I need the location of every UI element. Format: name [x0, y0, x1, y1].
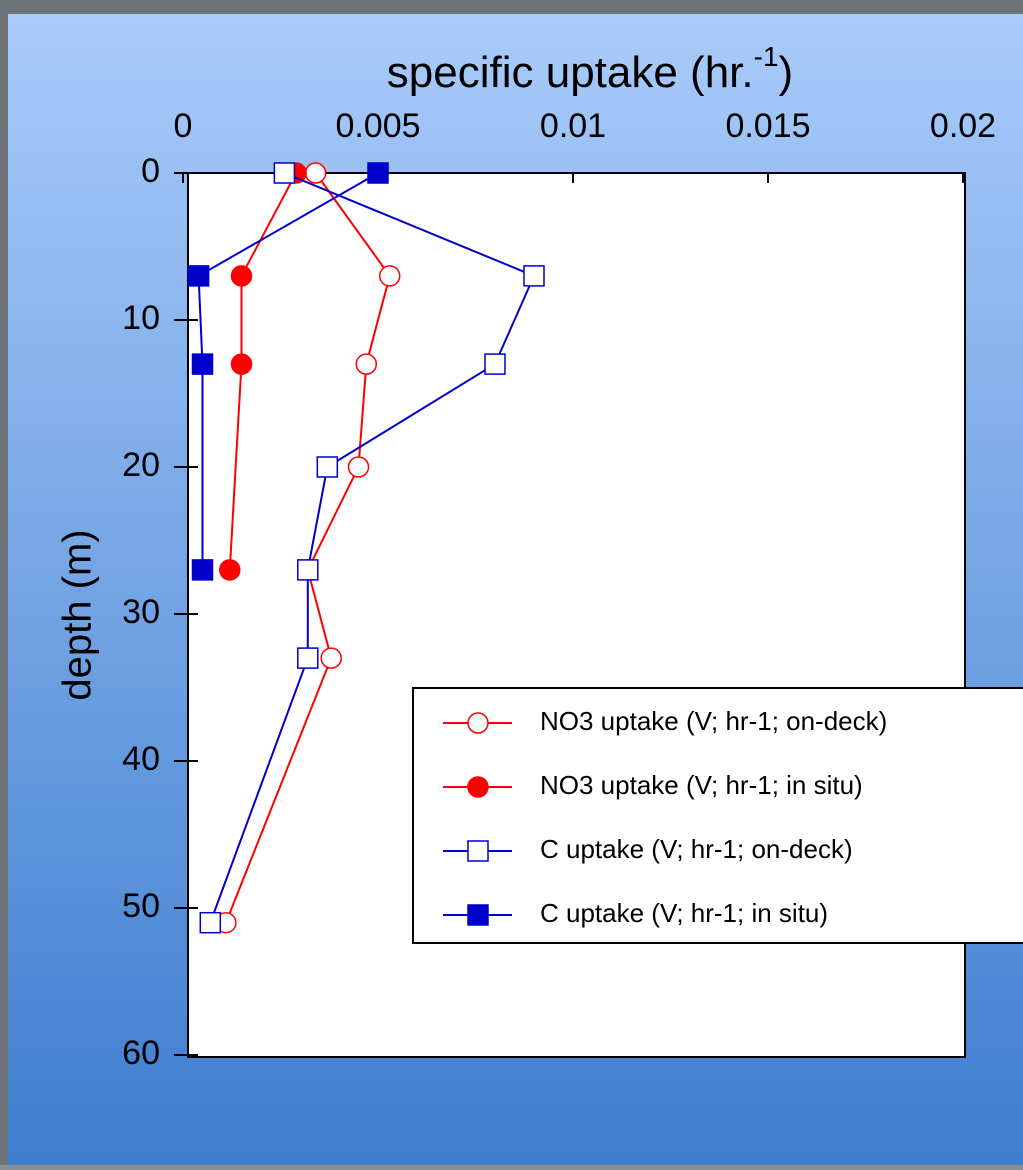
x-label-sup: -1	[754, 41, 779, 72]
series-line	[228, 172, 297, 570]
data-point	[347, 456, 370, 478]
x-tick-label: 0.005	[335, 107, 420, 145]
legend-label: NO3 uptake (V; hr-1; on-deck)	[540, 706, 887, 736]
data-point	[297, 559, 319, 581]
data-point	[523, 265, 545, 287]
y-tick-label: 50	[122, 887, 160, 925]
data-point	[191, 353, 214, 375]
data-point	[484, 353, 506, 375]
data-point	[230, 353, 253, 375]
data-point	[297, 647, 319, 669]
legend-marker	[467, 904, 489, 926]
x-axis-label: specific uptake (hr.-1)	[387, 41, 793, 96]
x-tick-label: 0	[174, 107, 193, 145]
x-tick-label: 0.01	[540, 107, 606, 145]
y-tick-label: 20	[122, 446, 160, 484]
data-point	[367, 162, 389, 184]
legend-label: C uptake (V; hr-1; on-deck)	[540, 834, 853, 864]
data-point	[219, 559, 241, 581]
data-point	[355, 353, 378, 375]
series-line	[197, 172, 379, 570]
x-label-main: specific uptake (hr.	[387, 48, 754, 97]
data-point	[230, 265, 253, 287]
data-point	[304, 162, 327, 184]
y-tick-label: 0	[141, 152, 160, 190]
x-tick-label: 0.02	[930, 107, 996, 145]
data-point	[378, 265, 401, 287]
data-point	[187, 265, 210, 287]
legend: NO3 uptake (V; hr-1; on-deck) NO3 uptake …	[412, 687, 1023, 944]
legend-marker	[467, 776, 489, 798]
legend-label: NO3 uptake (V; hr-1; in situ)	[540, 770, 863, 800]
y-axis-label: depth (m)	[56, 529, 100, 700]
y-tick-label: 10	[122, 299, 160, 337]
legend-box	[412, 687, 1023, 944]
legend-label: C uptake (V; hr-1; in situ)	[540, 898, 828, 928]
legend-marker	[467, 712, 489, 734]
data-point	[191, 559, 214, 581]
y-tick-label: 60	[122, 1034, 160, 1072]
x-label-end: )	[779, 48, 794, 97]
data-point	[316, 456, 339, 478]
legend-marker	[467, 840, 489, 862]
data-point	[273, 162, 296, 184]
data-point	[199, 911, 222, 934]
y-tick-label: 40	[122, 740, 160, 778]
data-point	[320, 647, 342, 669]
x-tick-label: 0.015	[725, 107, 810, 145]
y-tick-label: 30	[122, 593, 160, 631]
